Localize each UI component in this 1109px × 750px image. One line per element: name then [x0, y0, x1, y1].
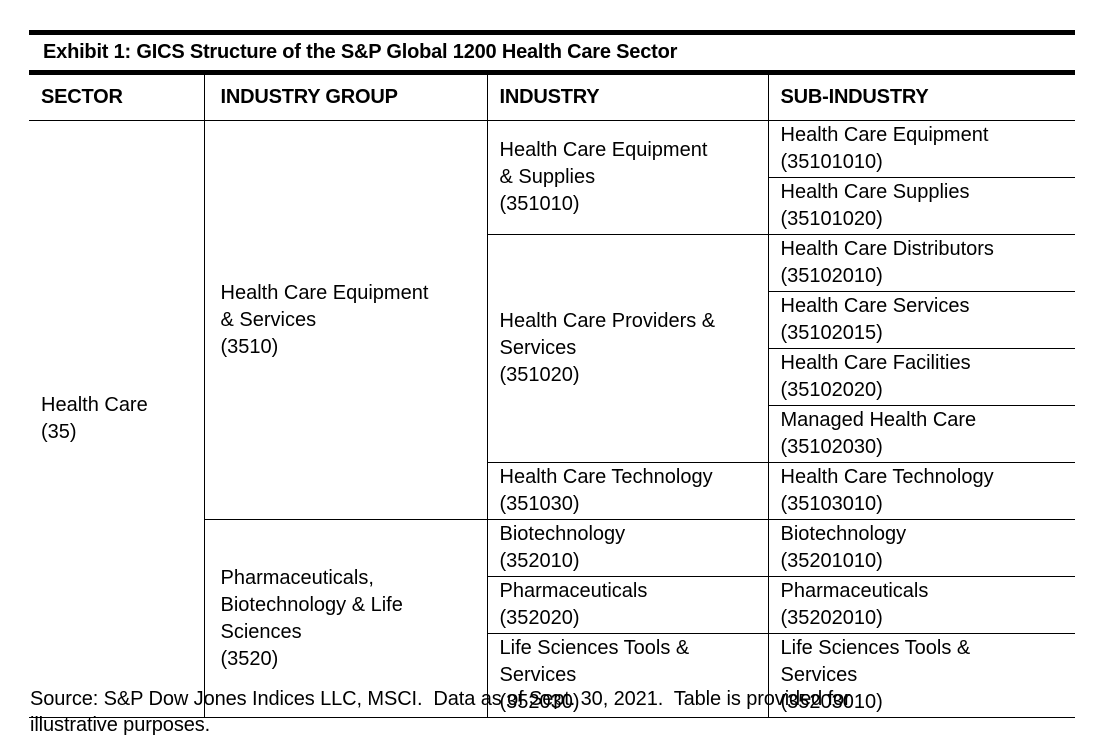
sub-industry-cell: Health Care Supplies (35101020)	[767, 177, 1075, 235]
table-row: Health Care Supplies (35101020)	[29, 177, 1075, 235]
industry-group-cell: Pharmaceuticals, Biotechnology & Life Scie…	[203, 519, 488, 718]
table-row: Health Care (35) Health Care Equipment & S…	[29, 120, 1075, 718]
sub-industry-cell: Health Care Technology (35103010)	[767, 462, 1075, 520]
industry-cell: Life Sciences Tools & Services (352030)	[486, 633, 769, 718]
sub-industry-cell: Health Care Equipment (35101010)	[767, 120, 1075, 178]
industry-cell: Health Care Technology (351030)	[486, 462, 769, 520]
column-header-sector: SECTOR	[29, 75, 205, 121]
industry-group-cell: Health Care Equipment & Services (3510)	[203, 120, 488, 520]
gics-structure-table: SECTOR INDUSTRY GROUP INDUSTRY SUB-INDUS…	[29, 75, 1075, 718]
sub-industry-cell: Life Sciences Tools & Services (35203010)	[767, 633, 1075, 718]
header-row: SECTOR INDUSTRY GROUP INDUSTRY SUB-INDUS…	[29, 75, 1075, 121]
column-header-sub-industry: SUB-INDUSTRY	[767, 75, 1075, 121]
sub-industry-cell: Biotechnology (35201010)	[767, 519, 1075, 577]
sector-cell: Health Care (35)	[29, 120, 205, 718]
table-row: Managed Health Care (35102030)	[29, 405, 1075, 463]
sub-industry-cell: Health Care Services (35102015)	[767, 291, 1075, 349]
exhibit-title: Exhibit 1: GICS Structure of the S&P Glo…	[29, 30, 1075, 75]
exhibit-table: Exhibit 1: GICS Structure of the S&P Glo…	[29, 30, 1075, 718]
sub-industry-cell: Pharmaceuticals (35202010)	[767, 576, 1075, 634]
industry-cell: Health Care Providers & Services (351020)	[486, 234, 769, 463]
table-row: Health Care Facilities (35102020)	[29, 348, 1075, 406]
industry-cell: Pharmaceuticals (352020)	[486, 576, 769, 634]
industry-cell: Biotechnology (352010)	[486, 519, 769, 577]
column-header-industry-group: INDUSTRY GROUP	[203, 75, 488, 121]
sub-industry-cell: Health Care Facilities (35102020)	[767, 348, 1075, 406]
source-note: Source: S&P Dow Jones Indices LLC, MSCI.…	[30, 688, 851, 736]
sub-industry-cell: Health Care Distributors (35102010)	[767, 234, 1075, 292]
table-row: Life Sciences Tools & Services (352030) Li…	[29, 633, 1075, 718]
table-row: Pharmaceuticals, Biotechnology & Life Scie…	[29, 519, 1075, 718]
industry-cell: Health Care Equipment & Supplies (351010)	[486, 120, 769, 235]
table-row: Health Care Providers & Services (351020) …	[29, 234, 1075, 463]
column-header-industry: INDUSTRY	[486, 75, 769, 121]
table-row: Pharmaceuticals (352020) Pharmaceuticals(…	[29, 576, 1075, 634]
sub-industry-cell: Managed Health Care (35102030)	[767, 405, 1075, 463]
